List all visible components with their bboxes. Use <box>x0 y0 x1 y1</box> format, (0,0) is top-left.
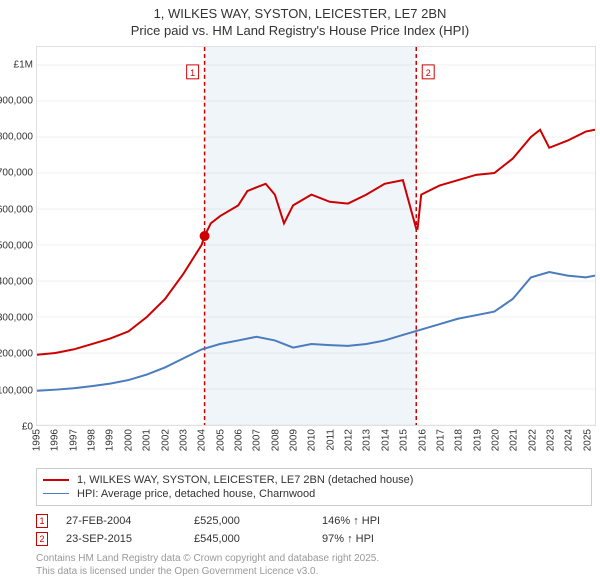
legend-swatch <box>43 493 69 494</box>
annotation-price: £525,000 <box>194 515 304 527</box>
annotation-number-box: 1 <box>36 514 48 528</box>
legend-label: 1, WILKES WAY, SYSTON, LEICESTER, LE7 2B… <box>77 474 413 486</box>
x-tick-label: 2005 <box>215 429 226 451</box>
y-tick-label: £900,000 <box>0 96 33 107</box>
x-tick-label: 2003 <box>178 429 189 451</box>
chart-container: 1, WILKES WAY, SYSTON, LEICESTER, LE7 2B… <box>0 0 600 560</box>
x-tick-label: 2015 <box>399 429 410 451</box>
x-tick-label: 2025 <box>582 429 593 451</box>
x-tick-label: 2016 <box>417 429 428 451</box>
legend-label: HPI: Average price, detached house, Char… <box>77 488 315 500</box>
x-tick-label: 2017 <box>435 429 446 451</box>
y-tick-label: £600,000 <box>0 204 33 215</box>
annotation-pct: 146% ↑ HPI <box>322 515 432 527</box>
title-line-1: 1, WILKES WAY, SYSTON, LEICESTER, LE7 2B… <box>0 6 600 23</box>
y-axis-labels: £0£100,000£200,000£300,000£400,000£500,0… <box>1 47 35 425</box>
x-tick-label: 1998 <box>87 429 98 451</box>
annotation-table: 1 27-FEB-2004 £525,000 146% ↑ HPI 2 23-SEP-20… <box>36 512 592 548</box>
footer-text: Contains HM Land Registry data © Crown c… <box>36 552 592 578</box>
y-tick-label: £1M <box>14 59 33 70</box>
x-tick-label: 2011 <box>325 429 336 451</box>
x-tick-label: 2006 <box>233 429 244 451</box>
x-tick-label: 2004 <box>197 429 208 451</box>
x-tick-label: 2008 <box>270 429 281 451</box>
legend-row: 1, WILKES WAY, SYSTON, LEICESTER, LE7 2B… <box>43 473 585 487</box>
title-block: 1, WILKES WAY, SYSTON, LEICESTER, LE7 2B… <box>0 0 600 42</box>
y-tick-label: £300,000 <box>0 313 33 324</box>
x-tick-label: 2021 <box>509 429 520 451</box>
x-tick-label: 1996 <box>50 429 61 451</box>
x-tick-label: 2012 <box>344 429 355 451</box>
x-tick-label: 2014 <box>380 429 391 451</box>
footer-line-1: Contains HM Land Registry data © Crown c… <box>36 552 592 565</box>
sale-marker <box>200 231 210 241</box>
y-tick-label: £800,000 <box>0 132 33 143</box>
x-tick-label: 1999 <box>105 429 116 451</box>
annotation-row: 1 27-FEB-2004 £525,000 146% ↑ HPI <box>36 512 592 530</box>
annotation-price: £545,000 <box>194 533 304 545</box>
annotation-pct: 97% ↑ HPI <box>322 533 432 545</box>
x-tick-label: 2023 <box>546 429 557 451</box>
legend-box: 1, WILKES WAY, SYSTON, LEICESTER, LE7 2B… <box>36 468 592 506</box>
svg-text:2: 2 <box>426 68 431 78</box>
chart-area: 12 £0£100,000£200,000£300,000£400,000£50… <box>36 46 596 426</box>
svg-text:1: 1 <box>190 68 195 78</box>
x-tick-label: 2009 <box>289 429 300 451</box>
event-label-box: 1 <box>187 65 199 79</box>
x-tick-label: 2001 <box>142 429 153 451</box>
legend-row: HPI: Average price, detached house, Char… <box>43 487 585 501</box>
annotation-number-box: 2 <box>36 532 48 546</box>
x-tick-label: 2024 <box>564 429 575 451</box>
x-tick-label: 2018 <box>454 429 465 451</box>
x-axis-labels: 1995199619971998199920002001200220032004… <box>37 427 595 459</box>
y-tick-label: £400,000 <box>0 277 33 288</box>
shaded-region <box>205 47 417 425</box>
annotation-row: 2 23-SEP-2015 £545,000 97% ↑ HPI <box>36 530 592 548</box>
x-tick-label: 2000 <box>123 429 134 451</box>
y-tick-label: £100,000 <box>0 385 33 396</box>
x-tick-label: 2019 <box>472 429 483 451</box>
x-tick-label: 2007 <box>252 429 263 451</box>
annotation-date: 23-SEP-2015 <box>66 533 176 545</box>
x-tick-label: 2002 <box>160 429 171 451</box>
y-tick-label: £700,000 <box>0 168 33 179</box>
footer-line-2: This data is licensed under the Open Gov… <box>36 565 592 578</box>
legend-swatch <box>43 479 69 481</box>
x-tick-label: 1997 <box>68 429 79 451</box>
x-tick-label: 2022 <box>527 429 538 451</box>
annotation-date: 27-FEB-2004 <box>66 515 176 527</box>
y-tick-label: £500,000 <box>0 240 33 251</box>
x-tick-label: 1995 <box>32 429 43 451</box>
y-tick-label: £200,000 <box>0 349 33 360</box>
x-tick-label: 2010 <box>307 429 318 451</box>
x-tick-label: 2013 <box>362 429 373 451</box>
title-line-2: Price paid vs. HM Land Registry's House … <box>0 23 600 40</box>
x-tick-label: 2020 <box>491 429 502 451</box>
event-label-box: 2 <box>422 65 434 79</box>
plot-svg: 12 <box>37 47 595 425</box>
